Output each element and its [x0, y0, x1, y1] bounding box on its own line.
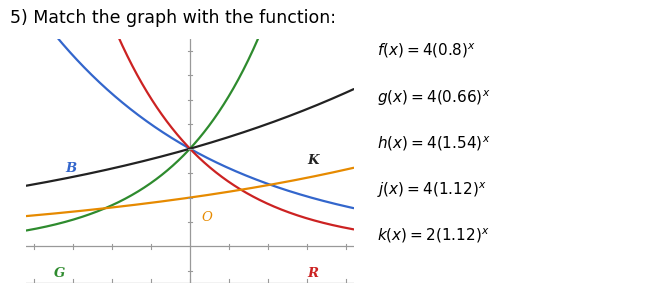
Text: B: B — [66, 162, 77, 175]
Text: $k(x) = 2(1.12)^x$: $k(x) = 2(1.12)^x$ — [377, 226, 489, 245]
Text: $f(x) = 4(0.8)^x$: $f(x) = 4(0.8)^x$ — [377, 42, 476, 60]
Text: G: G — [54, 267, 65, 280]
Text: R: R — [307, 267, 318, 280]
Text: 5) Match the graph with the function:: 5) Match the graph with the function: — [10, 9, 336, 27]
Text: $h(x) = 4(1.54)^x$: $h(x) = 4(1.54)^x$ — [377, 134, 490, 153]
Text: K: K — [307, 154, 318, 167]
Text: $g(x) = 4(0.66)^x$: $g(x) = 4(0.66)^x$ — [377, 88, 490, 108]
Text: $j(x) = 4(1.12)^x$: $j(x) = 4(1.12)^x$ — [377, 180, 486, 200]
Text: O: O — [202, 211, 212, 224]
